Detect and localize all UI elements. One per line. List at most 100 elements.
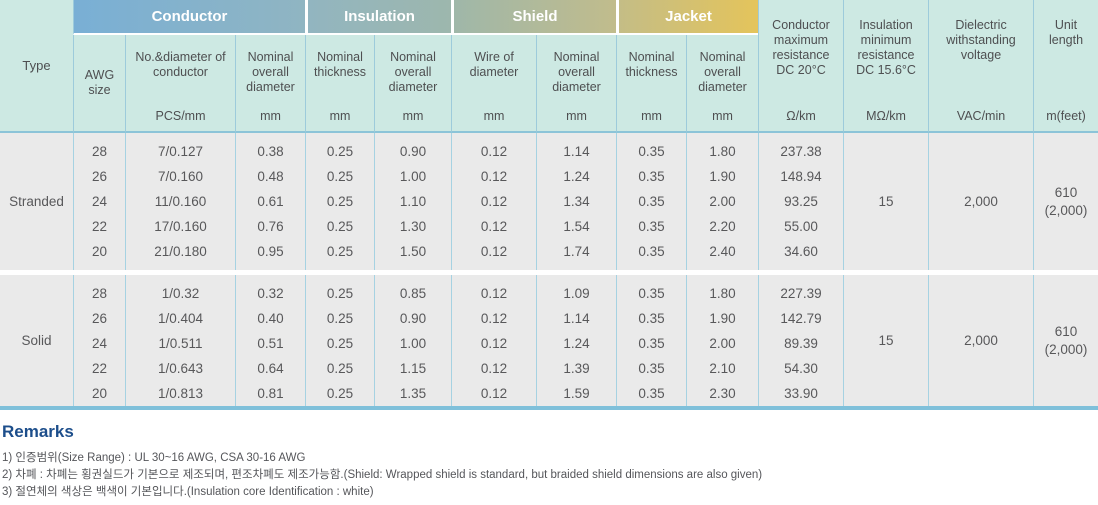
header-insulation-min-resistance: Insulation minimum resistance DC 15.6°C …: [843, 0, 929, 133]
cell-value: 22: [91, 219, 108, 234]
header-label: No.&diameter of conductor: [135, 49, 226, 79]
group-header-row: Type Conductor Insulation Shield Jacket …: [0, 0, 1098, 133]
cell-value: 0.35: [638, 386, 665, 401]
header-conductor-max-resistance: Conductor maximum resistance DC 20°C Ω/k…: [758, 0, 844, 133]
cell-value: 1.39: [563, 361, 590, 376]
header-label: Dielectric withstanding voltage: [946, 18, 1016, 62]
values-awg: 28 26 24 22 20: [73, 133, 125, 270]
value-dielectric-voltage: 2,000: [928, 133, 1034, 270]
values-conductor-od: 0.38 0.48 0.61 0.76 0.95: [235, 133, 305, 270]
cell-value: 2.00: [709, 194, 736, 209]
cell-value: 55.00: [784, 219, 818, 234]
values-conductor-od: 0.32 0.40 0.51 0.64 0.81: [235, 275, 305, 406]
cell-value: 11/0.160: [154, 194, 207, 209]
group-header-shield: Shield: [451, 0, 617, 35]
header-shield-od: Nominal overall diameter mm: [536, 34, 617, 133]
cell-value: 24: [91, 194, 108, 209]
unit-length-m: 610: [1054, 323, 1078, 339]
cell-value: 0.90: [399, 311, 427, 326]
cell-value: 0.25: [326, 219, 354, 234]
header-unit: mm: [260, 109, 281, 123]
cell-value: 0.25: [326, 361, 354, 376]
cell-value: 0.12: [480, 169, 508, 184]
header-insulation-od: Nominal overall diameter mm: [374, 34, 451, 133]
unit-length-feet: (2,000): [1044, 202, 1088, 218]
cell-value: 22: [91, 361, 108, 376]
type-cell-stranded: Stranded: [0, 133, 73, 270]
values-jacket-thickness: 0.35 0.35 0.35 0.35 0.35: [616, 275, 687, 406]
header-label: Unit length: [1048, 18, 1084, 47]
header-shield-wire-diameter: Wire of diameter mm: [451, 34, 536, 133]
value-unit-length: 610 (2,000): [1033, 133, 1098, 270]
table-section-stranded: Stranded 28 26 24 22 20 7/0.127 7/0.160 11/0.1…: [0, 133, 1098, 270]
cell-value: 1.80: [709, 286, 736, 301]
values-insulation-thickness: 0.25 0.25 0.25 0.25 0.25: [305, 133, 374, 270]
cell-value: 0.40: [257, 311, 284, 326]
cell-value: 0.35: [638, 194, 665, 209]
cell-value: 0.35: [638, 286, 665, 301]
cell-value: 1.74: [563, 244, 590, 259]
cell-value: 7/0.160: [157, 169, 204, 184]
cell-value: 1/0.511: [158, 336, 203, 351]
cell-value: 0.35: [638, 144, 665, 159]
cell-value: 2.10: [709, 361, 736, 376]
header-label: Nominal overall diameter: [698, 49, 747, 94]
cable-spec-table: Type Conductor Insulation Shield Jacket …: [0, 0, 1098, 406]
cell-value: 54.30: [784, 361, 818, 376]
cell-value: 26: [91, 311, 108, 326]
cell-value: 1.15: [399, 361, 427, 376]
cell-value: 1.00: [399, 336, 427, 351]
remarks-section: Remarks 1) 인증범위(Size Range) : UL 30~16 A…: [0, 410, 1098, 501]
header-label: Nominal overall diameter: [388, 49, 438, 94]
header-unit: mm: [402, 109, 424, 123]
values-conductor-count: 1/0.32 1/0.404 1/0.511 1/0.643 1/0.813: [125, 275, 235, 406]
cell-value: 1/0.643: [157, 361, 204, 376]
cell-value: 24: [91, 336, 108, 351]
cell-value: 1/0.813: [157, 386, 204, 401]
cell-value: 0.25: [326, 311, 354, 326]
cell-value: 0.61: [257, 194, 284, 209]
cell-value: 0.35: [638, 361, 665, 376]
values-shield-od: 1.09 1.14 1.24 1.39 1.59: [536, 275, 617, 406]
unit-length-feet: (2,000): [1044, 341, 1088, 357]
cell-value: 26: [91, 169, 108, 184]
value-dielectric-voltage: 2,000: [928, 275, 1034, 406]
header-label: Wire of diameter: [469, 49, 519, 79]
value-insulation-min-resistance: 15: [843, 275, 929, 406]
cell-value: 1.54: [563, 219, 590, 234]
value-unit-length: 610 (2,000): [1033, 275, 1098, 406]
cell-value: 0.35: [638, 244, 665, 259]
cell-value: 0.35: [638, 311, 665, 326]
sub-header-row: AWG size No.&diameter of conductor PCS/m…: [0, 34, 1098, 133]
cell-value: 1.30: [399, 219, 427, 234]
cell-value: 1.10: [399, 194, 427, 209]
header-label: Insulation minimum resistance DC 15.6°C: [856, 18, 916, 77]
section-divider: [0, 270, 1098, 275]
cell-value: 0.48: [257, 169, 284, 184]
cell-value: 1.14: [563, 311, 590, 326]
cell-value: 1.00: [399, 169, 427, 184]
cell-value: 0.35: [638, 169, 665, 184]
cell-value: 0.12: [480, 336, 508, 351]
header-label: Nominal thickness: [625, 49, 678, 79]
cell-value: 0.85: [399, 286, 427, 301]
cell-value: 237.38: [780, 144, 822, 159]
remark-item: 2) 차폐 : 차폐는 횡권실드가 기본으로 제조되며, 편조차폐도 제조가능함…: [2, 469, 763, 481]
cell-value: 2.00: [709, 336, 736, 351]
cell-value: 1.35: [399, 386, 427, 401]
remarks-list: 1) 인증범위(Size Range) : UL 30~16 AWG, CSA …: [2, 450, 1096, 501]
cell-value: 1.14: [563, 144, 590, 159]
cell-value: 0.25: [326, 336, 354, 351]
cell-value: 2.40: [709, 244, 736, 259]
values-jacket-thickness: 0.35 0.35 0.35 0.35 0.35: [616, 133, 687, 270]
header-unit: mm: [712, 109, 733, 123]
header-unit: Ω/km: [786, 109, 816, 123]
cell-value: 0.51: [257, 336, 284, 351]
unit-length-m: 610: [1054, 184, 1078, 200]
cell-value: 148.94: [780, 169, 822, 184]
header-label: Nominal overall diameter: [246, 49, 295, 94]
cell-value: 1.50: [399, 244, 427, 259]
cell-value: 1.90: [709, 169, 736, 184]
cell-value: 0.25: [326, 244, 354, 259]
